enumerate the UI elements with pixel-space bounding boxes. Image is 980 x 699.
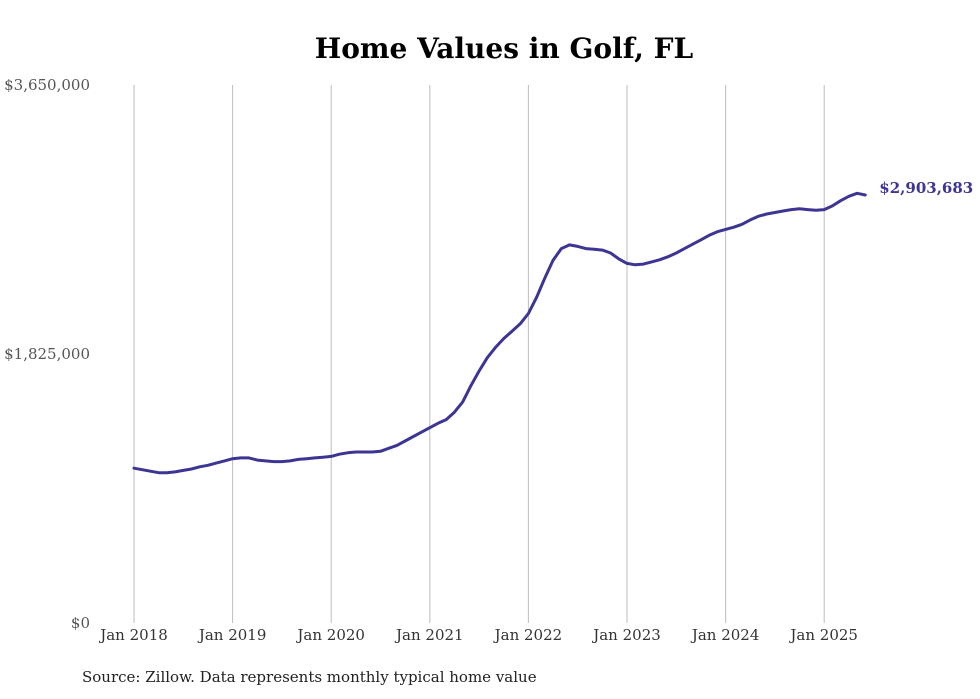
y-axis-ticks: $0 $1,825,000 $3,650,000 xyxy=(4,76,90,632)
y-tick-label: $0 xyxy=(71,614,90,632)
x-tick-label: Jan 2020 xyxy=(295,626,365,644)
x-tick-label: Jan 2025 xyxy=(788,626,858,644)
x-axis-ticks: Jan 2018 Jan 2019 Jan 2020 Jan 2021 Jan 2022… xyxy=(98,626,858,644)
x-tick-label: Jan 2019 xyxy=(197,626,267,644)
x-tick-label: Jan 2018 xyxy=(98,626,168,644)
grid-lines xyxy=(133,85,825,623)
x-tick-label: Jan 2022 xyxy=(493,626,563,644)
x-tick-label: Jan 2024 xyxy=(690,626,760,644)
source-note: Source: Zillow. Data represents monthly … xyxy=(82,668,537,686)
end-value-label: $2,903,683 xyxy=(879,179,973,197)
x-tick-label: Jan 2023 xyxy=(591,626,661,644)
y-tick-label: $1,825,000 xyxy=(4,345,90,363)
chart-title: Home Values in Golf, FL xyxy=(314,32,694,65)
x-tick-label: Jan 2021 xyxy=(394,626,464,644)
series-line xyxy=(132,191,867,475)
y-tick-label: $3,650,000 xyxy=(4,76,90,94)
